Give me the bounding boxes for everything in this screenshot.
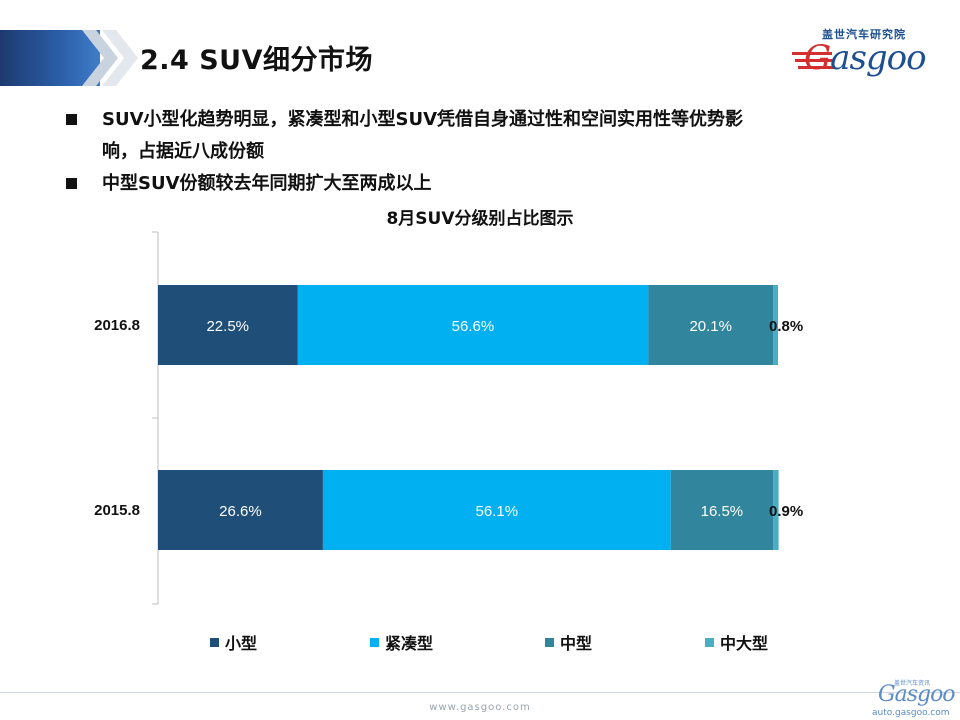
chart-legend: 小型 紧凑型 中型 中大型 xyxy=(0,630,960,654)
legend-swatch-icon xyxy=(545,637,554,647)
legend-label: 中大型 xyxy=(720,634,769,653)
legend-swatch-icon xyxy=(705,637,714,647)
data-label: 56.1% xyxy=(476,503,519,520)
footer-logo-wordmark: Gasgoo xyxy=(878,682,956,707)
data-label: 26.6% xyxy=(219,503,262,520)
footer-divider xyxy=(0,692,960,693)
logo-wordmark: Gasgoo xyxy=(804,38,927,78)
bar-segment xyxy=(670,470,774,550)
data-label: 16.5% xyxy=(701,503,744,520)
page-title: 2.4 SUV细分市场 xyxy=(140,45,373,76)
bar-segment xyxy=(322,470,671,550)
gasgoo-logo: 盖世汽车研究院 Gasgoo xyxy=(792,26,952,82)
bullet-item-2: 中型SUV份额较去年同期扩大至两成以上 xyxy=(62,168,862,200)
data-label: 0.9% xyxy=(769,503,803,520)
legend-label: 中型 xyxy=(560,634,593,653)
footer-logo: 盖世汽车资讯 Gasgoo auto.gasgoo.com xyxy=(860,678,960,718)
footer-url: www.gasgoo.com xyxy=(429,702,531,713)
footer-logo-chinese: 盖世汽车资讯 xyxy=(894,680,931,687)
category-label: 2016.8 xyxy=(94,317,140,334)
title-band xyxy=(0,30,100,86)
bullet-text: 响，占据近八成份额 xyxy=(102,141,264,162)
bar-segment xyxy=(158,470,323,550)
legend-swatch-icon xyxy=(370,637,379,647)
bar-segment xyxy=(648,285,774,365)
data-label: 0.8% xyxy=(769,318,803,335)
logo-chinese-text: 盖世汽车研究院 xyxy=(822,28,906,41)
footer-logo-url: auto.gasgoo.com xyxy=(872,708,950,718)
legend-item: 小型 xyxy=(210,630,257,654)
legend-item: 中型 xyxy=(545,630,592,654)
legend-item: 中大型 xyxy=(705,630,768,654)
legend-label: 紧凑型 xyxy=(385,634,434,653)
data-label: 56.6% xyxy=(452,318,495,335)
bar-segment xyxy=(773,285,778,365)
data-label: 20.1% xyxy=(689,318,732,335)
bullet-item-1: SUV小型化趋势明显，紧凑型和小型SUV凭借自身通过性和空间实用性等优势影 xyxy=(62,104,862,136)
chevron-decoration-icon xyxy=(82,30,138,86)
legend-label: 小型 xyxy=(225,634,258,653)
legend-item: 紧凑型 xyxy=(370,630,433,654)
bar-segment xyxy=(158,285,298,365)
bar-segment xyxy=(297,285,649,365)
bullet-item-1-continuation: 响，占据近八成份额 xyxy=(62,136,862,168)
bullet-square-icon xyxy=(66,114,77,125)
chart-title: 8月SUV分级别占比图示 xyxy=(386,209,574,229)
legend-swatch-icon xyxy=(210,637,219,647)
category-label: 2015.8 xyxy=(94,502,140,519)
logo-stripes-icon xyxy=(792,52,834,69)
bullet-square-icon xyxy=(66,178,77,189)
bullet-text: SUV小型化趋势明显，紧凑型和小型SUV凭借自身通过性和空间实用性等优势影 xyxy=(102,109,744,130)
bar-segment xyxy=(773,470,779,550)
bullet-text: 中型SUV份额较去年同期扩大至两成以上 xyxy=(102,173,432,194)
bullet-list: SUV小型化趋势明显，紧凑型和小型SUV凭借自身通过性和空间实用性等优势影 响，… xyxy=(62,104,862,200)
data-label: 22.5% xyxy=(206,318,249,335)
